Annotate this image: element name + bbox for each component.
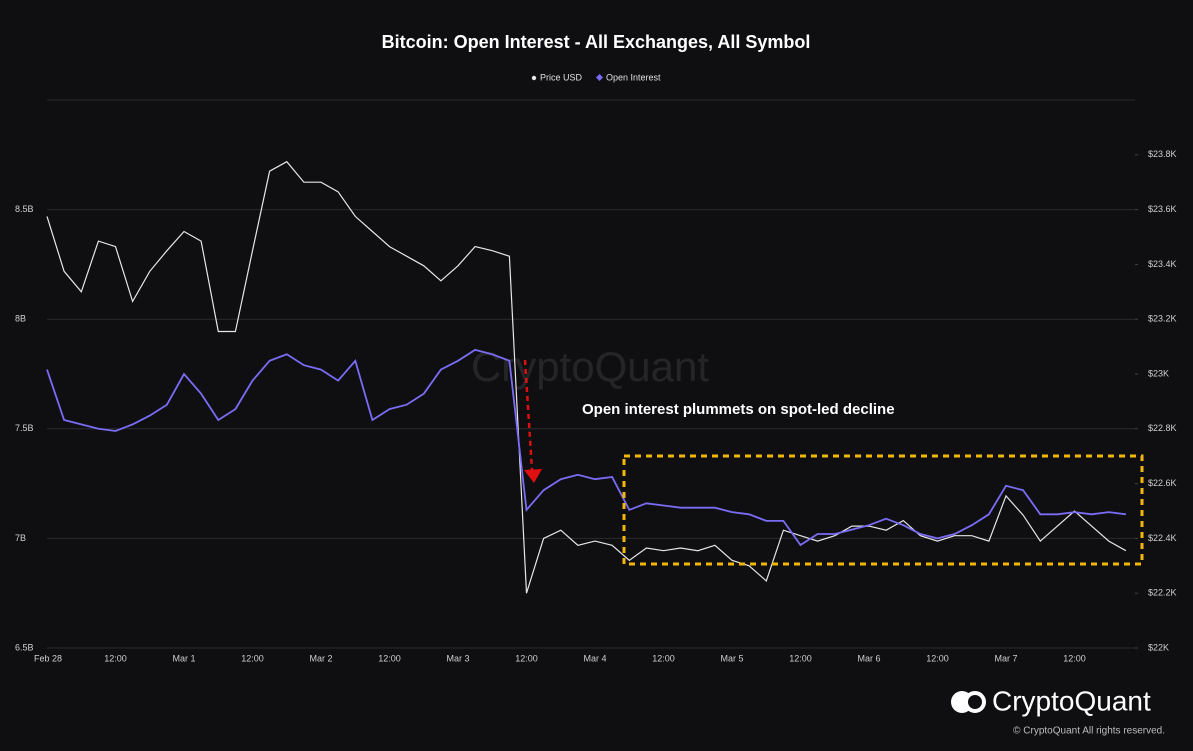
arrow-head	[524, 469, 542, 483]
x-tick-label: 12:00	[515, 653, 538, 663]
y2-tick-label: $23.6K	[1148, 204, 1177, 214]
y2-tick-label: $22.8K	[1148, 423, 1177, 433]
legend-marker	[595, 73, 604, 82]
x-tick-label: Mar 1	[172, 653, 195, 663]
x-tick-label: Mar 7	[994, 653, 1017, 663]
series-line	[46, 348, 1127, 547]
chart-title: Bitcoin: Open Interest - All Exchanges, …	[382, 32, 811, 52]
y-tick-label: 8.5B	[15, 204, 34, 214]
x-tick-label: 12:00	[1063, 653, 1086, 663]
x-tick-label: Mar 4	[583, 653, 606, 663]
y-tick-label: 7.5B	[15, 423, 34, 433]
copyright: © CryptoQuant All rights reserved.	[1013, 726, 1165, 737]
y2-tick-label: $22.2K	[1148, 588, 1177, 598]
x-tick-label: Mar 6	[857, 653, 880, 663]
annotation: Open interest plummets on spot-led decli…	[582, 401, 895, 418]
legend-marker	[531, 75, 537, 81]
x-tick-label: Mar 3	[446, 653, 469, 663]
x-tick-label: Mar 2	[309, 653, 332, 663]
plot-area: 6.5B 7B 7.5B 8B 8.5B $22K $22.2K $22.4K $22.6K $2…	[15, 149, 1177, 663]
legend-label: Price USD	[540, 72, 583, 82]
x-tick-label: 12:00	[789, 653, 812, 663]
x-tick-label: 12:00	[926, 653, 949, 663]
brand-name: CryptoQuant	[992, 685, 1151, 716]
x-tick-label: Feb 28	[34, 653, 62, 663]
x-tick-label: 12:00	[241, 653, 264, 663]
legend: Price USD Open Interest	[531, 72, 661, 82]
y-tick-label: 7B	[15, 533, 26, 543]
logo-ring	[964, 691, 986, 713]
y2-tick-label: $22K	[1148, 642, 1169, 652]
y2-tick-label: $23.2K	[1148, 314, 1177, 324]
y2-tick-label: $23.4K	[1148, 259, 1177, 269]
series-line	[46, 160, 1127, 594]
y2-tick-label: $22.4K	[1148, 533, 1177, 543]
y-tick-label: 8B	[15, 314, 26, 324]
y2-tick-label: $23K	[1148, 368, 1169, 378]
highlight-box	[622, 454, 1144, 566]
x-tick-label: 12:00	[378, 653, 401, 663]
legend-label: Open Interest	[606, 72, 661, 82]
y2-tick-label: $23.8K	[1148, 149, 1177, 159]
x-tick-label: 12:00	[652, 653, 675, 663]
watermark: CryptoQuant	[471, 343, 709, 390]
brand-logo	[951, 691, 986, 713]
y2-tick-label: $22.6K	[1148, 478, 1177, 488]
arrow-shaft	[523, 359, 534, 471]
x-tick-label: 12:00	[104, 653, 127, 663]
x-tick-label: Mar 5	[720, 653, 743, 663]
y-tick-label: 6.5B	[15, 642, 34, 652]
